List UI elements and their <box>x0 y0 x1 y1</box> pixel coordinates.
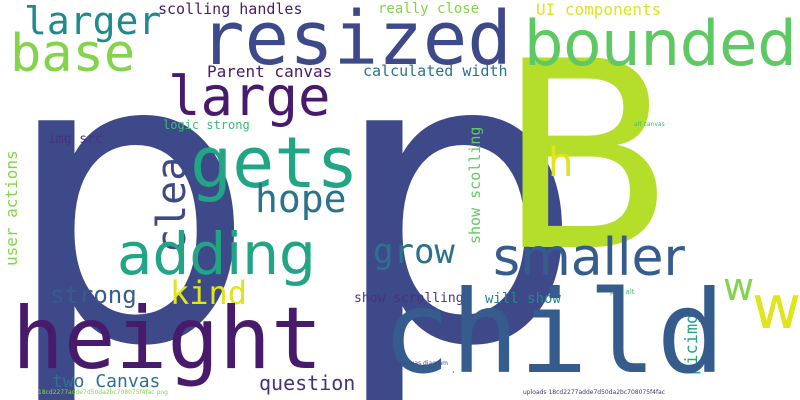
word-hope: hope <box>255 177 347 221</box>
word-kind: kind <box>170 274 248 312</box>
word-comma: , <box>452 365 455 374</box>
word-will-show: will show <box>485 291 561 307</box>
word-canvas-diagram: canvas diagram <box>400 360 448 367</box>
word-uploads: uploads 18cd2277adde7d50da2bc708075f4fac <box>523 389 666 396</box>
word-adding: adding <box>117 220 316 288</box>
word-gets: gets <box>190 122 359 204</box>
word-question: question <box>259 371 356 395</box>
word-base: base <box>10 24 136 84</box>
word-calculated-width: calculated width <box>363 62 508 80</box>
word-b: B <box>497 7 676 309</box>
word-img-src: img src <box>48 132 103 147</box>
word-show-scolling: show scolling <box>466 126 484 244</box>
word-w: w <box>723 265 755 309</box>
word-smaller: smaller <box>493 228 685 288</box>
word-grow: grow <box>373 232 455 272</box>
word-bounded: bounded <box>524 7 797 80</box>
word-show-scrolling: show scrolling <box>354 291 464 306</box>
word-user-actions: user actions <box>2 150 21 266</box>
word-child: child <box>382 266 726 399</box>
word-two-canvas: two Canvas <box>52 371 161 392</box>
word-ui-components: UI components <box>536 0 662 19</box>
word-larger: larger <box>24 0 162 43</box>
word-h: h <box>548 140 574 186</box>
word-p-2: p <box>330 0 584 400</box>
word-large: large <box>168 65 331 128</box>
word-height: height <box>12 289 323 389</box>
word-long-id: 18cd2277adde7d50da2bc708075f4fac png <box>38 389 168 396</box>
word-scolling-handles: scolling handles <box>158 0 303 18</box>
word-logic-strong: logic strong <box>163 118 250 132</box>
word-width: width <box>752 273 800 343</box>
word-png-alt: png alt <box>610 288 635 296</box>
word-p-1: p <box>2 0 256 400</box>
word-really-close: really close <box>378 1 480 17</box>
word-strong: strong <box>50 281 137 309</box>
word-resized: resized <box>200 0 512 82</box>
word-alt-canvas: alt canvas <box>634 121 665 128</box>
word-parent-canvas: Parent canvas <box>207 62 333 81</box>
